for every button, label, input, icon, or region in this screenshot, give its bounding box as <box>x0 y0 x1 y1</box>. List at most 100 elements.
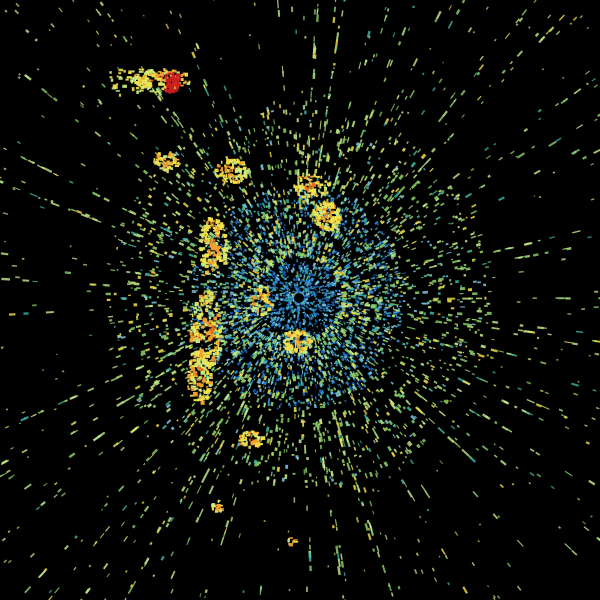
echo-pixel <box>350 294 356 297</box>
echo-pixel <box>324 285 328 288</box>
echo-pixel <box>271 275 276 279</box>
echo-pixel <box>459 292 464 295</box>
echo-pixel <box>289 189 293 192</box>
echo-pixel <box>391 314 396 318</box>
echo-pixel <box>236 361 242 366</box>
echo-pixel <box>426 301 430 305</box>
echo-pixel <box>328 375 332 380</box>
echo-pixel <box>286 199 290 204</box>
echo-pixel <box>384 297 388 300</box>
echo-pixel <box>306 456 309 461</box>
echo-pixel <box>298 323 301 328</box>
echo-pixel <box>285 296 290 300</box>
echo-pixel <box>281 477 285 482</box>
echo-pixel <box>305 361 308 364</box>
echo-pixel <box>376 222 380 226</box>
echo-pixel <box>259 248 262 252</box>
echo-pixel <box>145 297 148 301</box>
echo-pixel <box>295 160 298 166</box>
echo-pixel <box>266 136 270 140</box>
echo-pixel <box>302 392 306 397</box>
echo-pixel <box>301 359 305 361</box>
echo-pixel <box>320 328 324 331</box>
echo-pixel <box>344 278 349 281</box>
echo-pixel <box>339 295 345 298</box>
echo-pixel <box>307 238 310 240</box>
echo-pixel <box>222 295 225 297</box>
echo-pixel <box>285 437 288 441</box>
echo-pixel <box>239 292 244 296</box>
echo-pixel <box>301 286 304 288</box>
echo-pixel <box>275 419 279 422</box>
echo-pixel <box>408 306 411 308</box>
echo-pixel <box>348 297 351 299</box>
echo-pixel <box>241 295 243 297</box>
echo-pixel <box>308 314 313 318</box>
echo-pixel <box>298 198 302 203</box>
echo-pixel <box>134 282 140 286</box>
echo-pixel <box>352 314 356 317</box>
echo-pixel <box>337 329 340 333</box>
echo-pixel <box>292 373 295 379</box>
echo-pixel <box>432 299 438 302</box>
echo-pixel <box>306 206 309 208</box>
echo-pixel <box>319 275 323 280</box>
echo-pixel <box>258 338 262 342</box>
echo-pixel <box>133 303 138 307</box>
echo-pixel <box>156 284 160 286</box>
echo-pixel <box>240 210 244 214</box>
echo-pixel <box>375 311 377 314</box>
echo-pixel <box>296 118 299 123</box>
echo-pixel <box>285 394 287 396</box>
echo-pixel <box>350 228 354 231</box>
echo-pixel <box>283 273 287 277</box>
echo-pixel <box>328 259 333 264</box>
echo-pixel <box>191 303 194 306</box>
echo-pixel <box>354 333 357 336</box>
echo-pixel <box>179 300 182 302</box>
echo-pixel <box>285 399 288 403</box>
echo-pixel <box>450 307 455 310</box>
echo-pixel <box>347 200 351 204</box>
echo-pixel <box>362 301 365 304</box>
echo-pixel <box>302 263 305 265</box>
echo-pixel <box>280 202 283 205</box>
echo-pixel <box>293 240 296 244</box>
echo-pixel <box>277 295 279 298</box>
echo-pixel <box>382 233 385 236</box>
echo-pixel <box>331 309 335 312</box>
echo-pixel <box>399 311 401 313</box>
echo-pixel <box>385 279 388 282</box>
echo-pixel <box>245 296 249 299</box>
echo-pixel <box>374 348 378 351</box>
echo-pixel <box>321 242 325 245</box>
echo-pixel <box>227 274 232 277</box>
echo-pixel <box>286 195 289 198</box>
echo-pixel <box>308 281 313 287</box>
echo-pixel <box>294 353 296 356</box>
echo-pixel <box>149 280 152 283</box>
echo-pixel <box>375 274 378 277</box>
echo-pixel <box>381 278 385 281</box>
echo-pixel <box>384 286 389 290</box>
echo-pixel <box>344 206 348 211</box>
echo-pixel <box>178 289 183 292</box>
echo-pixel <box>276 466 280 472</box>
echo-pixel <box>293 199 296 203</box>
echo-pixel <box>280 413 284 418</box>
echo-pixel <box>298 252 302 257</box>
echo-pixel <box>289 130 292 135</box>
echo-pixel <box>447 299 452 303</box>
echo-pixel <box>292 263 296 267</box>
echo-pixel <box>322 154 326 158</box>
echo-pixel <box>305 235 308 238</box>
echo-pixel <box>257 369 260 372</box>
echo-pixel <box>251 245 254 248</box>
echo-pixel <box>472 292 478 295</box>
echo-pixel <box>312 422 315 425</box>
echo-pixel <box>219 298 224 300</box>
echo-pixel <box>307 306 311 311</box>
echo-pixel <box>313 311 318 315</box>
echo-pixel <box>374 297 378 301</box>
